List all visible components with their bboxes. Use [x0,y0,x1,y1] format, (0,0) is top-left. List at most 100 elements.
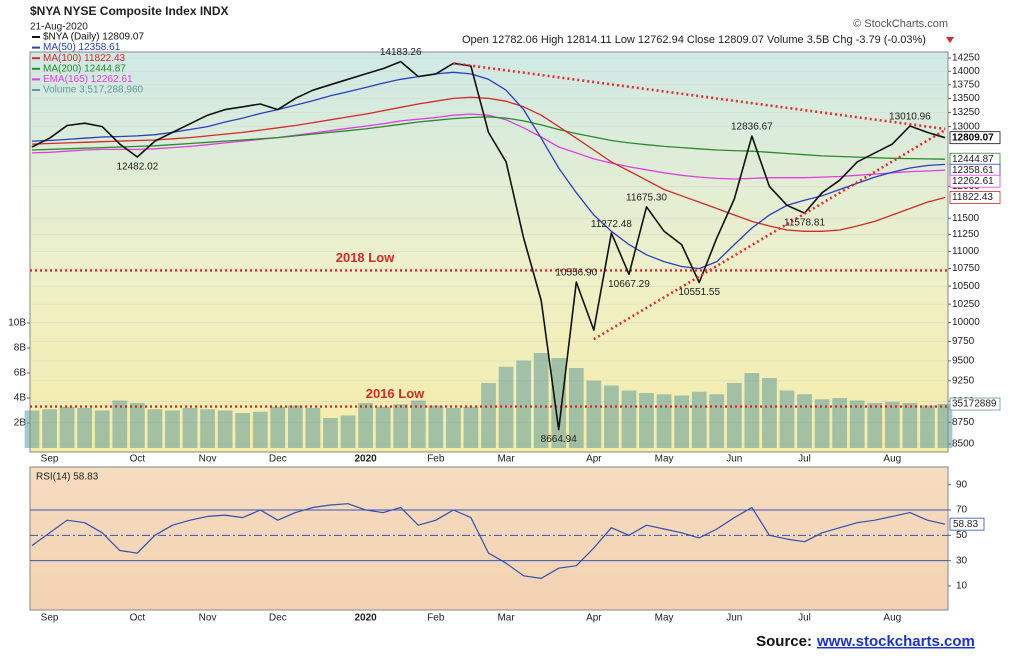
source-label: Source: [756,633,812,650]
volume-last-label: 35172889 [952,399,997,410]
y-tick-label: 14250 [952,53,980,64]
y-tick-label: 30 [956,555,968,566]
legend-entry: Volume 3,517,288,960 [43,85,144,96]
chart-title: $NYA NYSE Composite Index INDX [30,4,229,18]
x-tick-label: Sep [41,454,59,465]
chart-date: 21-Aug-2020 [30,22,88,33]
quote-line: Open 12782.06 High 12814.11 Low 12762.94… [462,34,926,46]
y-tick-label: 13000 [952,121,980,132]
volume-bar [200,409,215,448]
volume-bar [77,408,93,448]
volume-tick-label: 6B [14,368,27,379]
credit: © StockCharts.com [853,18,948,30]
volume-bar [147,409,163,448]
x-tick-label: Jul [798,454,811,465]
x-tick-label: Nov [199,613,217,624]
volume-bar [217,410,233,448]
volume-tick-label: 10B [8,318,26,329]
x-tick-label: Feb [427,613,445,624]
legend-entry: MA(50) 12358.61 [43,42,121,53]
volume-bar [621,390,637,448]
data-label: 11272.48 [591,219,632,230]
volume-bar [849,400,865,448]
x-tick-label: Dec [269,454,287,465]
volume-bar [762,378,777,448]
volume-bar [920,405,935,448]
volume-bar [182,408,198,448]
volume-bar [639,393,654,448]
y-tick-label: 14000 [952,66,980,77]
volume-bar [516,360,531,448]
series-line [31,60,946,431]
volume-bar [463,406,479,448]
data-label: 10667.29 [608,279,650,290]
volume-bar [24,410,40,448]
y-tick-label: 13500 [952,93,980,104]
volume-bar [568,368,584,448]
volume-bar [165,410,180,448]
y-tick-label: 11000 [952,246,980,257]
change-arrow [946,37,954,43]
y-tick-label: 9750 [952,336,975,347]
volume-bar [937,404,953,448]
last-value-box [949,174,1001,188]
data-label: 8664.94 [541,434,578,445]
x-tick-label: Mar [497,613,515,624]
data-label: 11578.81 [784,218,825,229]
y-tick-label: 90 [956,479,968,490]
last-value-box [949,191,1001,204]
volume-bar [287,405,303,448]
series-line [31,116,946,160]
volume-bar [797,394,812,448]
volume-bar [375,406,391,448]
x-tick-label: Jun [726,454,742,465]
legend-entry: EMA(165) 12262.61 [43,74,133,85]
volume-bar [446,408,461,448]
data-label: 10556.90 [555,268,597,279]
volume-bar [59,406,75,448]
last-value-box [949,517,985,531]
trendline [593,128,946,341]
y-tick-label: 13750 [952,79,980,90]
volume-bar [586,380,602,448]
series-line [31,71,946,270]
volume-bar [832,398,848,448]
x-tick-label: 2020 [354,613,377,624]
x-tick-label: Jul [798,613,811,624]
y-tick-label: 70 [956,505,968,516]
x-tick-label: Oct [130,613,146,624]
data-label: 12836.67 [731,122,773,133]
last-value-label: 12809.07 [952,132,994,143]
y-tick-label: 10750 [952,263,980,274]
volume-bar [884,401,900,448]
last-value-label: 58.83 [953,519,978,530]
plot-layer: 1425014000137501350013250130001200011500… [8,32,1001,624]
volume-bar [709,394,725,448]
y-tick-label: 11250 [952,229,980,240]
last-value-label: 12444.87 [952,154,994,165]
legend-entry: $NYA (Daily) 12809.07 [43,32,144,43]
rsi-panel [29,466,949,611]
volume-bar [814,399,830,448]
data-label: 12482.02 [116,162,158,173]
volume-bar [129,403,145,448]
volume-bar [867,403,883,448]
volume-tick-label: 4B [14,393,27,404]
y-tick-label: 8750 [952,417,975,428]
x-tick-label: Dec [269,613,287,624]
volume-bar [691,391,707,448]
volume-bar [674,395,690,448]
y-tick-label: 9250 [952,375,975,386]
source-link[interactable]: www.stockcharts.com [816,633,975,650]
volume-bar [744,373,760,448]
legend-entry: RSI(14) 58.83 [36,472,99,483]
support-level-label: 2018 Low [336,250,395,265]
volume-bar [902,403,918,448]
volume-bar [94,410,110,448]
series-line [31,503,946,579]
x-tick-label: May [655,454,674,465]
volume-bar [726,383,742,448]
y-tick-label: 10250 [952,299,980,310]
volume-bar [533,353,549,448]
